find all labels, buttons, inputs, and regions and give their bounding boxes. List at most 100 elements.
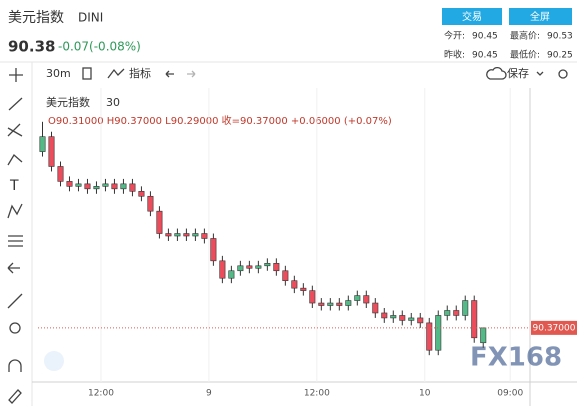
candle-body xyxy=(39,136,46,152)
save-button[interactable]: 保存 xyxy=(507,66,529,80)
trade-button-label[interactable]: 交易 xyxy=(462,10,482,23)
header-symbol: DINI xyxy=(78,11,103,25)
legend-ohlc: O90.31000 H90.37000 L90.29000 收=90.37000… xyxy=(48,114,392,127)
candle-body xyxy=(138,191,145,197)
legend-title: 美元指数 xyxy=(46,95,90,109)
candle-body xyxy=(264,263,271,267)
fib-tool[interactable] xyxy=(7,123,23,137)
candle-body xyxy=(435,315,442,351)
candle-body xyxy=(453,310,460,316)
indicator-button[interactable]: 指标 xyxy=(129,66,151,80)
magnet-tool[interactable] xyxy=(8,359,22,372)
dropdown-icon[interactable] xyxy=(536,71,544,76)
candle-body xyxy=(390,315,397,319)
candle-body xyxy=(174,233,181,237)
back-tool[interactable] xyxy=(7,262,20,274)
last-price-box xyxy=(531,320,577,335)
candle-body xyxy=(381,312,388,319)
settings-icon[interactable] xyxy=(558,69,568,79)
candle-body xyxy=(363,295,370,304)
header-price: 90.38 xyxy=(8,38,55,56)
candle-body xyxy=(156,210,163,234)
candle-body xyxy=(318,302,325,306)
candle-body xyxy=(354,295,361,301)
text-tool[interactable]: T xyxy=(9,178,19,194)
x-tick-label: 09:00 xyxy=(497,389,523,399)
candle-body xyxy=(48,136,55,167)
candle-body xyxy=(93,186,100,190)
candle-body xyxy=(417,317,424,324)
candle-body xyxy=(183,233,190,237)
legend-interval: 30 xyxy=(106,96,120,109)
lock-tool[interactable] xyxy=(8,389,22,404)
candle-body xyxy=(471,300,478,339)
crosshair-tool[interactable] xyxy=(9,68,23,82)
line-tool[interactable] xyxy=(8,97,23,111)
candle-body xyxy=(480,327,487,344)
candle-body xyxy=(165,233,172,237)
candle-body xyxy=(228,270,235,279)
candle-type-icon[interactable] xyxy=(82,67,92,80)
indicator-icon[interactable] xyxy=(107,68,125,79)
candle-body xyxy=(300,287,307,291)
candle-body xyxy=(444,310,451,316)
candle-body xyxy=(309,290,316,304)
candle-body xyxy=(75,183,82,187)
candle-body xyxy=(102,183,109,187)
candle-body xyxy=(255,265,262,269)
candle-body xyxy=(291,280,298,289)
stat-label: 昨收: xyxy=(444,49,465,61)
candle-body xyxy=(345,300,352,306)
stat-label: 最高价: xyxy=(510,30,540,42)
candle-body xyxy=(192,233,199,237)
candle-body xyxy=(84,183,91,190)
stat-value: 90.45 xyxy=(472,32,498,42)
candle-body xyxy=(219,260,226,279)
cloud-icon[interactable] xyxy=(486,66,507,80)
fullscreen-button-label[interactable]: 全屏 xyxy=(530,10,550,23)
logo-circle xyxy=(44,351,64,371)
stat-value: 90.45 xyxy=(472,51,498,61)
drawing-tools: T xyxy=(7,68,23,404)
candle-body xyxy=(336,302,343,306)
header-title: 美元指数 xyxy=(8,10,64,26)
fullscreen-button[interactable] xyxy=(509,8,572,25)
stat-label: 最低价: xyxy=(510,49,540,61)
ruler-tool[interactable] xyxy=(7,293,23,309)
zoom-tool[interactable] xyxy=(9,322,21,334)
candle-body xyxy=(426,322,433,351)
candle-body xyxy=(111,183,118,190)
stat-value: 90.53 xyxy=(547,32,573,42)
x-tick-label: 12:00 xyxy=(88,389,114,399)
pattern-tool[interactable] xyxy=(7,203,23,219)
x-tick-label: 12:00 xyxy=(304,389,330,399)
last-price-label: 90.37000 xyxy=(533,323,576,333)
trade-button[interactable] xyxy=(442,8,502,25)
interval-button[interactable]: 30m xyxy=(46,67,71,80)
brush-tool[interactable] xyxy=(7,153,23,166)
candle-body xyxy=(327,302,334,306)
undo-icon[interactable] xyxy=(165,70,174,78)
x-tick-label: 9 xyxy=(206,389,212,399)
prediction-tool[interactable] xyxy=(8,235,23,247)
candle-body xyxy=(372,302,379,314)
watermark: FX168 xyxy=(470,343,562,373)
candle-body xyxy=(147,195,154,212)
candle-body xyxy=(237,265,244,272)
candle-body xyxy=(273,263,280,272)
stat-value: 90.25 xyxy=(547,51,573,61)
header-change: -0.07(-0.08%) xyxy=(58,40,141,54)
candle-body xyxy=(408,317,415,321)
candle-body xyxy=(462,300,469,316)
candle-body xyxy=(246,265,253,269)
candle-body xyxy=(120,183,127,190)
redo-icon[interactable] xyxy=(187,70,196,78)
candle-body xyxy=(66,181,73,187)
candle-body xyxy=(282,270,289,281)
candle-body xyxy=(129,183,136,192)
candle-body xyxy=(201,233,208,239)
candle-body xyxy=(399,315,406,321)
stat-label: 今开: xyxy=(444,30,465,42)
candle-body xyxy=(210,238,217,262)
